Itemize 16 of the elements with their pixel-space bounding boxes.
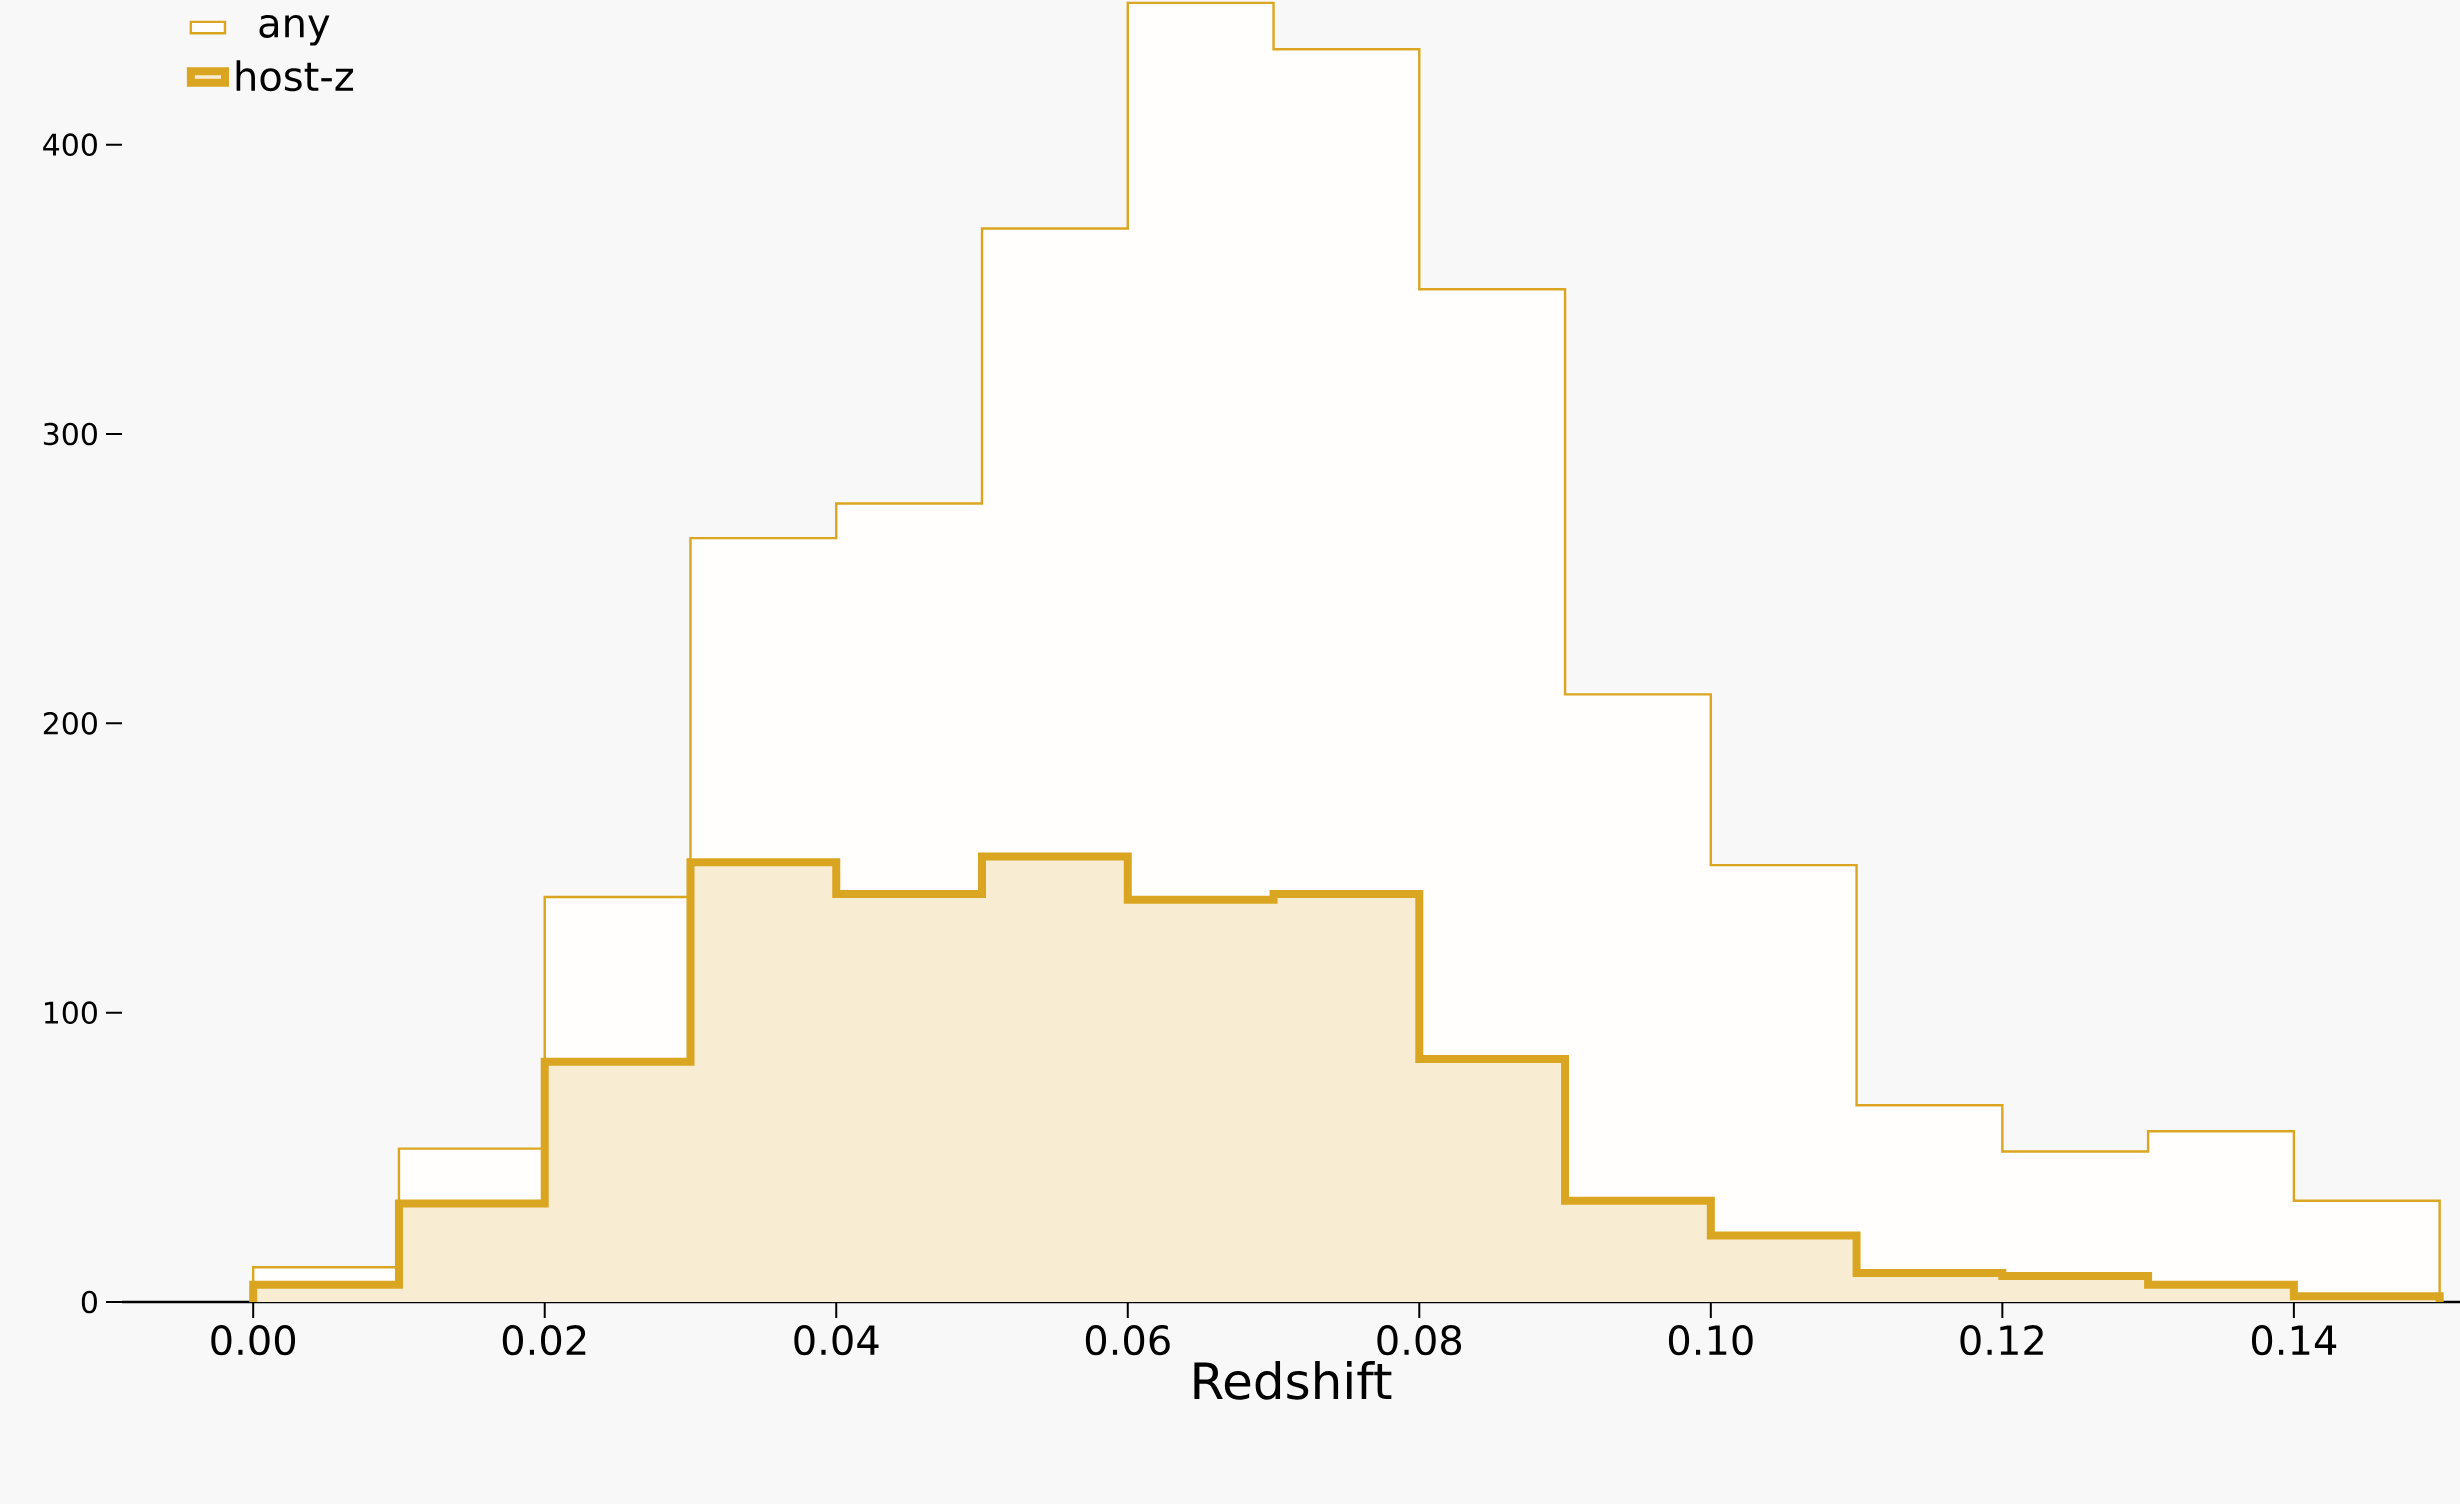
- y-tick-label: 100: [44, 1001, 97, 1025]
- legend-label: any: [259, 14, 330, 46]
- legend-label: host-z: [236, 60, 354, 92]
- x-tick-label: 0.02: [502, 1325, 586, 1356]
- x-tick-label: 0.14: [2251, 1325, 2337, 1356]
- x-tick-label: 0.10: [1668, 1325, 1753, 1356]
- x-tick-label: 0.04: [794, 1325, 879, 1356]
- x-axis-title: Redshift: [1194, 1361, 1392, 1400]
- x-tick-label: 0.08: [1377, 1325, 1462, 1356]
- x-tick-label: 0.00: [211, 1325, 296, 1356]
- y-tick-label: 200: [43, 711, 97, 735]
- y-tick-label: 300: [43, 422, 97, 446]
- y-tick-label: 0: [81, 1290, 97, 1314]
- y-tick-label: 400: [43, 133, 97, 157]
- x-tick-label: 0.06: [1085, 1325, 1170, 1356]
- x-tick-label: 0.12: [1960, 1325, 2043, 1356]
